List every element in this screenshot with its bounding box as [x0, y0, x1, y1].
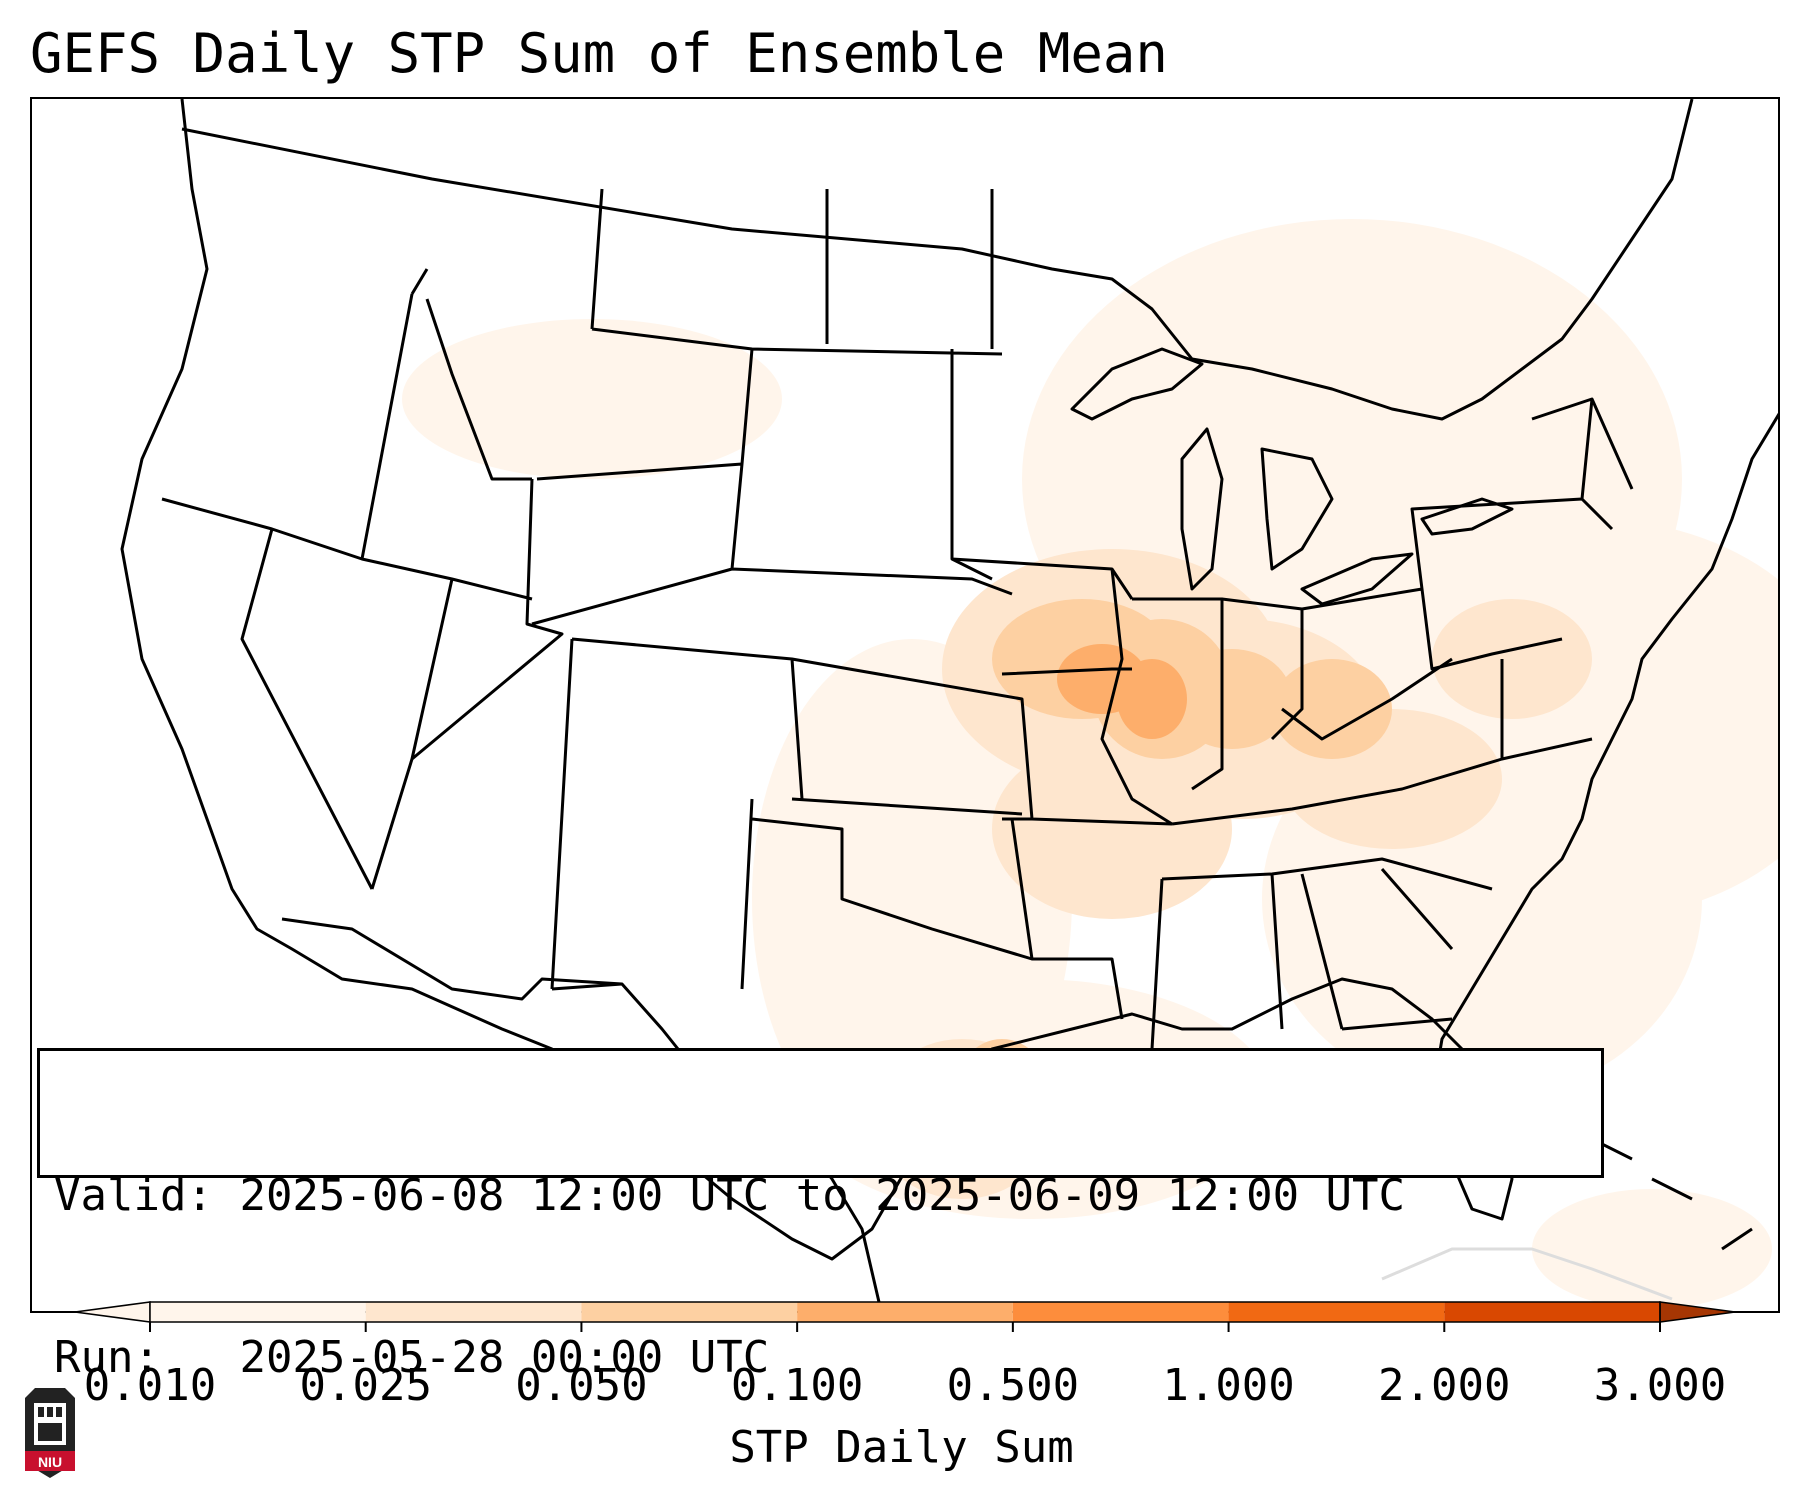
colorbar: [74, 1301, 1736, 1332]
stp-shading-region: [1117, 659, 1187, 739]
border-layer: [120, 99, 1778, 1311]
lake-erie: [1300, 552, 1414, 606]
valid-label: Valid:: [54, 1170, 213, 1221]
canada-border: [181, 99, 1694, 421]
stp-shading-region: [992, 739, 1232, 919]
run-label: Run:: [54, 1332, 160, 1383]
run-value: 2025-05-28 00:00 UTC: [239, 1332, 770, 1383]
colorbar-segment: [581, 1302, 798, 1322]
colorbar-segment: [1228, 1302, 1445, 1322]
colorbar-tick-label: 1.000: [1162, 1360, 1295, 1411]
valid-row: Valid: 2025-06-08 12:00 UTC to 2025-06-0…: [54, 1169, 1601, 1223]
state-borders: [161, 188, 1634, 1050]
colorbar-tick-label: 2.000: [1378, 1360, 1511, 1411]
run-row: Run: 2025-05-28 00:00 UTC: [54, 1331, 1601, 1385]
map-title: GEFS Daily STP Sum of Ensemble Mean: [30, 22, 1168, 85]
lake-superior: [1070, 347, 1204, 421]
lake-michigan: [1180, 427, 1224, 591]
colorbar-label: STP Daily Sum: [729, 1422, 1074, 1473]
cuba-outline: [1381, 1247, 1673, 1301]
mexico-border: [281, 917, 883, 1311]
colorbar-tick-label: 0.100: [730, 1360, 864, 1411]
colorbar-tick-label: 0.500: [946, 1360, 1080, 1411]
lake-huron: [1260, 447, 1334, 571]
lake-ontario: [1420, 497, 1514, 536]
us-coastline: [120, 99, 1778, 1261]
colorbar-segment: [1012, 1302, 1229, 1322]
stp-shading-region: [1432, 599, 1592, 719]
colorbar-segment: [150, 1302, 366, 1322]
logo-text: NIU: [38, 1454, 62, 1470]
colorbar-segment: [1444, 1302, 1660, 1322]
colorbar-tick-label: 3.000: [1593, 1360, 1727, 1411]
stp-shading-region: [402, 319, 782, 479]
colorbar-segment: [365, 1302, 582, 1322]
stp-shading-region: [1172, 649, 1292, 749]
colorbar-extend-min: [74, 1301, 151, 1323]
colorbar-extend-max: [1659, 1301, 1736, 1323]
valid-run-info-box: Valid: 2025-06-08 12:00 UTC to 2025-06-0…: [37, 1048, 1604, 1383]
stp-shading-region: [1532, 1189, 1772, 1309]
colorbar-segment: [797, 1302, 1013, 1322]
valid-value: 2025-06-08 12:00 UTC to 2025-06-09 12:00…: [239, 1170, 1406, 1221]
colorbar-tick-label: 0.025: [299, 1360, 432, 1411]
colorbar-tick-label: 0.050: [515, 1360, 648, 1411]
colorbar-tick-label: 0.010: [83, 1360, 217, 1411]
university-tower-icon: NIU: [25, 1388, 75, 1478]
